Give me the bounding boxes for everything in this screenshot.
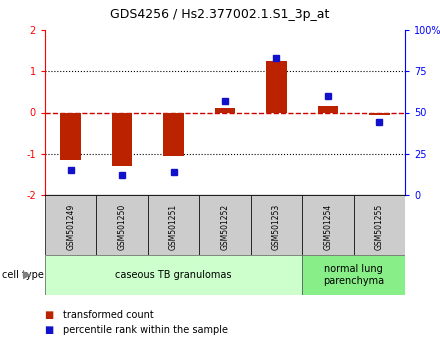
Bar — [215, 108, 235, 113]
Text: GSM501250: GSM501250 — [117, 204, 127, 250]
Bar — [318, 106, 338, 113]
Bar — [163, 113, 184, 156]
Bar — [369, 113, 389, 115]
Text: percentile rank within the sample: percentile rank within the sample — [62, 325, 227, 335]
Bar — [96, 195, 148, 255]
Text: ■: ■ — [45, 310, 57, 320]
Bar — [112, 113, 132, 166]
Bar — [45, 195, 96, 255]
Text: cell type: cell type — [2, 270, 44, 280]
Text: ■: ■ — [45, 325, 57, 335]
Bar — [302, 255, 405, 295]
Bar — [199, 195, 251, 255]
Text: GSM501249: GSM501249 — [66, 204, 75, 250]
Text: transformed count: transformed count — [62, 310, 154, 320]
Bar — [354, 195, 405, 255]
Bar — [148, 195, 199, 255]
Text: GSM501252: GSM501252 — [220, 204, 230, 250]
Text: caseous TB granulomas: caseous TB granulomas — [115, 270, 232, 280]
Bar — [302, 195, 354, 255]
Text: GDS4256 / Hs2.377002.1.S1_3p_at: GDS4256 / Hs2.377002.1.S1_3p_at — [110, 8, 330, 21]
Bar — [251, 195, 302, 255]
Bar — [45, 255, 302, 295]
Text: ▶: ▶ — [23, 270, 32, 280]
Text: GSM501251: GSM501251 — [169, 204, 178, 250]
Text: GSM501254: GSM501254 — [323, 204, 332, 250]
Text: GSM501253: GSM501253 — [272, 204, 281, 250]
Text: GSM501255: GSM501255 — [375, 204, 384, 250]
Text: normal lung
parenchyma: normal lung parenchyma — [323, 264, 384, 286]
Bar — [60, 113, 81, 160]
Bar — [266, 61, 287, 113]
